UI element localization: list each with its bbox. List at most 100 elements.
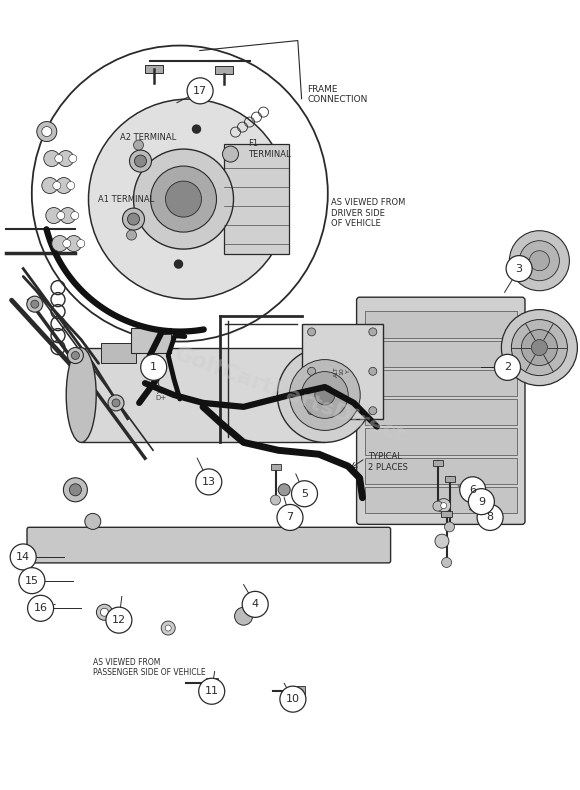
Text: 15: 15: [25, 576, 39, 585]
Text: 13: 13: [202, 477, 216, 487]
Circle shape: [55, 155, 63, 163]
Text: 10: 10: [286, 694, 300, 704]
FancyBboxPatch shape: [365, 370, 517, 396]
FancyBboxPatch shape: [357, 297, 525, 525]
Text: FRAME
CONNECTION: FRAME CONNECTION: [307, 85, 368, 104]
FancyBboxPatch shape: [292, 687, 304, 696]
FancyBboxPatch shape: [302, 324, 383, 419]
Text: 12: 12: [112, 615, 126, 625]
Circle shape: [71, 212, 79, 220]
FancyBboxPatch shape: [433, 460, 443, 466]
Circle shape: [292, 481, 317, 506]
Circle shape: [77, 239, 85, 247]
Circle shape: [199, 679, 224, 704]
Circle shape: [133, 149, 234, 249]
Text: GolfCartPartsDirect: GolfCartPartsDirect: [171, 344, 409, 446]
Circle shape: [46, 208, 62, 224]
Circle shape: [307, 367, 316, 375]
Circle shape: [126, 230, 136, 240]
Circle shape: [67, 348, 84, 363]
Text: A1 TERMINAL: A1 TERMINAL: [99, 195, 155, 204]
Circle shape: [234, 608, 253, 625]
Text: 7: 7: [287, 513, 293, 522]
FancyBboxPatch shape: [131, 328, 171, 352]
Circle shape: [44, 151, 60, 167]
Circle shape: [66, 235, 82, 251]
FancyBboxPatch shape: [365, 457, 517, 484]
Text: AS VIEWED FROM
DRIVER SIDE
OF VEHICLE: AS VIEWED FROM DRIVER SIDE OF VEHICLE: [331, 198, 405, 228]
Circle shape: [433, 501, 443, 511]
Circle shape: [277, 348, 372, 442]
Circle shape: [441, 502, 447, 509]
Text: 16: 16: [34, 604, 48, 613]
Circle shape: [69, 155, 77, 163]
Text: 14: 14: [16, 552, 30, 562]
Text: 9: 9: [478, 497, 485, 506]
Circle shape: [57, 212, 65, 220]
Circle shape: [133, 140, 143, 150]
Circle shape: [106, 608, 132, 633]
Circle shape: [63, 239, 71, 247]
Circle shape: [67, 182, 75, 190]
Circle shape: [96, 604, 113, 620]
Circle shape: [369, 328, 377, 336]
Circle shape: [280, 687, 306, 712]
Circle shape: [53, 182, 61, 190]
Circle shape: [307, 328, 316, 336]
FancyBboxPatch shape: [365, 399, 517, 426]
Circle shape: [512, 320, 567, 375]
Circle shape: [289, 359, 360, 431]
Circle shape: [58, 151, 74, 167]
Text: F1
TERMINAL: F1 TERMINAL: [248, 139, 291, 159]
FancyBboxPatch shape: [365, 311, 517, 337]
Circle shape: [60, 208, 76, 224]
Circle shape: [307, 407, 316, 415]
Circle shape: [31, 300, 39, 308]
FancyBboxPatch shape: [145, 65, 163, 73]
FancyBboxPatch shape: [27, 527, 390, 563]
Circle shape: [302, 371, 348, 419]
Circle shape: [19, 568, 45, 593]
Circle shape: [56, 178, 72, 194]
Circle shape: [521, 329, 557, 366]
Text: 3: 3: [516, 264, 523, 273]
Circle shape: [32, 46, 328, 341]
Circle shape: [108, 612, 124, 628]
Text: 11: 11: [205, 687, 219, 696]
Circle shape: [193, 125, 201, 133]
Circle shape: [444, 522, 455, 532]
Circle shape: [37, 122, 57, 141]
Circle shape: [509, 231, 570, 291]
Circle shape: [531, 340, 548, 356]
Circle shape: [277, 505, 303, 530]
Circle shape: [506, 256, 532, 281]
Circle shape: [28, 596, 53, 621]
FancyBboxPatch shape: [101, 343, 136, 363]
Circle shape: [501, 310, 578, 386]
FancyBboxPatch shape: [215, 66, 233, 73]
FancyBboxPatch shape: [365, 340, 517, 367]
Circle shape: [477, 505, 503, 530]
Text: 4: 4: [252, 600, 259, 609]
Circle shape: [520, 241, 559, 280]
Text: 2: 2: [504, 363, 511, 372]
Circle shape: [89, 99, 288, 299]
Circle shape: [85, 514, 101, 529]
Circle shape: [369, 367, 377, 375]
FancyBboxPatch shape: [444, 476, 455, 482]
Text: A•
D+: A• D+: [155, 389, 167, 401]
Circle shape: [135, 155, 147, 167]
Circle shape: [175, 260, 183, 268]
FancyBboxPatch shape: [223, 144, 288, 254]
FancyBboxPatch shape: [365, 487, 517, 514]
Circle shape: [10, 544, 36, 570]
Circle shape: [71, 352, 79, 359]
Circle shape: [278, 483, 290, 496]
Circle shape: [108, 395, 124, 411]
Ellipse shape: [66, 348, 96, 442]
FancyBboxPatch shape: [441, 511, 452, 517]
Circle shape: [315, 385, 335, 405]
FancyBboxPatch shape: [270, 464, 281, 470]
Circle shape: [437, 498, 451, 513]
Text: TYPICAL
2 PLACES: TYPICAL 2 PLACES: [368, 453, 408, 472]
